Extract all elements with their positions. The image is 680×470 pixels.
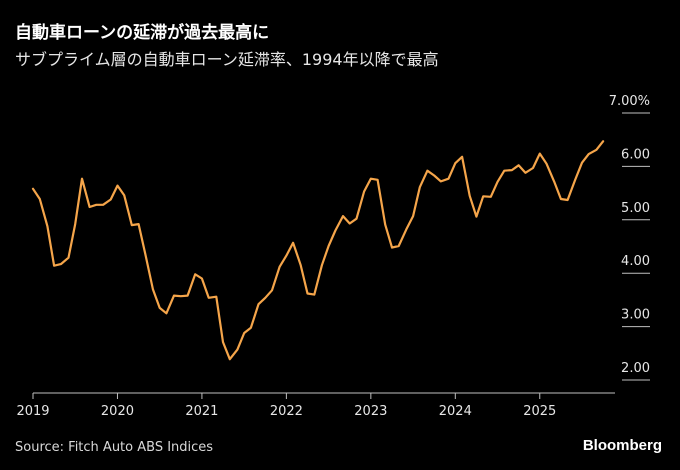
- x-tick-label-2: 2021: [185, 404, 218, 419]
- x-tick-label-3: 2022: [270, 404, 303, 419]
- series-line-0: [31, 140, 605, 361]
- y-tick-label-5: 2.00: [621, 361, 650, 376]
- x-tick-label-6: 2025: [523, 404, 556, 419]
- series-group: [31, 140, 605, 361]
- chart-title: 自動車ローンの延滞が過去最高に: [15, 23, 270, 43]
- y-tick-label-2: 5.00: [621, 201, 650, 216]
- chart-subtitle: サブプライム層の自動車ローン延滞率、1994年以降で最高: [15, 50, 439, 69]
- y-axis: 7.00% 6.00 5.00 4.00 3.00 2.00: [609, 94, 650, 381]
- y-tick-label-0: 7.00%: [609, 94, 650, 109]
- y-tick-label-4: 3.00: [621, 308, 650, 323]
- y-tick-label-3: 4.00: [621, 254, 650, 269]
- x-tick-label-0: 2019: [16, 404, 49, 419]
- x-tick-label-5: 2024: [439, 404, 472, 419]
- y-tick-label-1: 6.00: [621, 147, 650, 162]
- x-tick-label-4: 2023: [354, 404, 387, 419]
- x-tick-label-1: 2020: [101, 404, 134, 419]
- source-note: Source: Fitch Auto ABS Indices: [15, 440, 214, 455]
- bloomberg-logo: Bloomberg: [582, 437, 662, 454]
- x-axis: 2019 2020 2021 2022 2023 2024 2025: [16, 392, 615, 419]
